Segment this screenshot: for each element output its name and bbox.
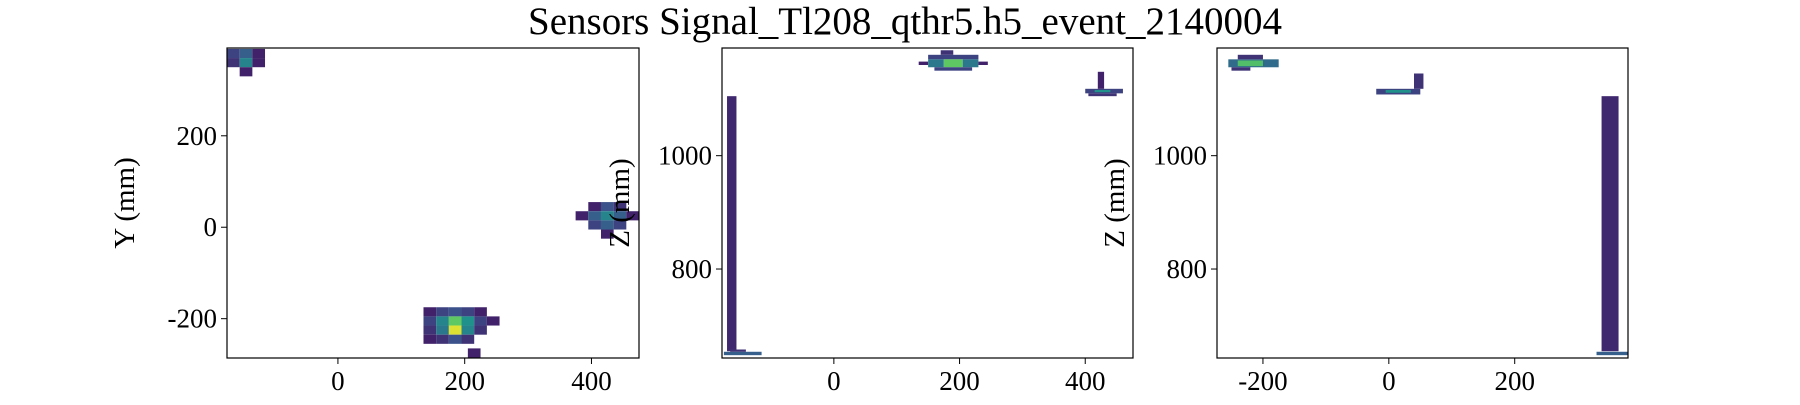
- x-tick-label: 0: [827, 366, 841, 396]
- heatmap-cell: [239, 58, 253, 68]
- y-tick-label: 1000: [658, 141, 712, 171]
- heatmap-cell: [727, 96, 737, 352]
- heatmap-cell: [252, 48, 266, 59]
- y-tick-label: 800: [1167, 254, 1208, 284]
- x-tick-label: 0: [331, 366, 345, 396]
- y-axis-label: Z (mm): [604, 158, 636, 247]
- heatmap-cell: [600, 220, 614, 230]
- heatmap-cell: [613, 220, 627, 230]
- heatmap-cell: [600, 229, 614, 239]
- heatmap-cell: [252, 58, 266, 68]
- heatmap-cell: [575, 211, 589, 221]
- heatmap-cell: [461, 334, 475, 344]
- heatmap-cell: [227, 58, 240, 68]
- heatmap-cell: [588, 220, 601, 230]
- y-axis-label: Y (mm): [109, 157, 141, 249]
- heatmap-cell: [1231, 67, 1251, 71]
- heatmap-cell: [227, 48, 240, 59]
- heatmap-cell: [626, 211, 639, 221]
- heatmap-cell: [239, 48, 253, 59]
- heatmap-cell: [978, 61, 988, 66]
- heatmap-cell: [423, 334, 437, 344]
- heatmap-cell: [1097, 71, 1105, 89]
- axes-frame: [226, 47, 640, 359]
- heatmap-cell: [1237, 54, 1263, 60]
- plot-area: [1228, 54, 1628, 356]
- heatmap-cell: [461, 316, 475, 326]
- x-tick-label: 200: [1494, 366, 1535, 396]
- x-tick-label: 200: [444, 366, 485, 396]
- heatmap-cell: [474, 307, 487, 317]
- y-tick-label: 0: [204, 212, 218, 242]
- x-tick-label: 0: [1382, 366, 1396, 396]
- heatmap-cell: [1601, 96, 1619, 352]
- plot-area: [227, 48, 639, 358]
- axes-frame: [721, 47, 1134, 359]
- heatmap-cell: [588, 211, 601, 221]
- y-tick-label: -200: [168, 304, 218, 334]
- heatmap-cell: [461, 325, 475, 335]
- heatmap-cell: [918, 61, 929, 66]
- heatmap-cell: [940, 50, 954, 55]
- figure-title: Sensors Signal_Tl208_qthr5.h5_event_2140…: [528, 0, 1282, 43]
- x-tick-label: 200: [939, 366, 980, 396]
- heatmap-cell: [436, 334, 449, 344]
- heatmap-cell: [1094, 89, 1111, 93]
- heatmap-cell: [1237, 60, 1263, 67]
- heatmap-cell: [474, 316, 487, 326]
- heatmap-cell: [730, 349, 746, 352]
- heatmap-cell: [448, 316, 462, 326]
- heatmap-cell: [928, 59, 944, 68]
- heatmap-cell: [423, 325, 437, 335]
- plot-area: [723, 50, 1123, 356]
- axes-frame: [1216, 47, 1629, 359]
- heatmap-cell: [600, 211, 614, 221]
- x-tick-label: 400: [571, 366, 612, 396]
- heatmap-cell: [934, 67, 973, 71]
- heatmap-cell: [1385, 89, 1411, 93]
- y-tick-label: 800: [672, 254, 713, 284]
- heatmap-cell: [461, 307, 475, 317]
- heatmap-cell: [436, 307, 449, 317]
- y-tick-label: 200: [177, 121, 218, 151]
- heatmap-cell: [613, 202, 627, 212]
- heatmap-cell: [928, 54, 979, 60]
- heatmap-cell: [239, 67, 253, 77]
- heatmap-cell: [613, 211, 627, 221]
- y-tick-label: 1000: [1153, 141, 1207, 171]
- heatmap-cell: [1414, 73, 1424, 89]
- heatmap-cell: [467, 348, 481, 358]
- heatmap-cell: [1088, 93, 1117, 97]
- heatmap-cell: [943, 59, 963, 68]
- heatmap-cell: [474, 325, 487, 335]
- heatmap-cell: [723, 351, 762, 356]
- heatmap-cell: [588, 202, 601, 212]
- x-tick-label: -200: [1238, 366, 1288, 396]
- heatmap-cell: [600, 202, 614, 212]
- heatmap-cell: [448, 334, 462, 344]
- heatmap-cell: [423, 316, 437, 326]
- heatmap-cell: [448, 307, 462, 317]
- heatmap-cell: [436, 325, 449, 335]
- heatmap-cell: [423, 307, 437, 317]
- heatmap-cell: [486, 316, 500, 326]
- y-axis-label: Z (mm): [1099, 158, 1131, 247]
- heatmap-cell: [962, 59, 979, 68]
- heatmap-cell: [1596, 351, 1628, 356]
- heatmap-cell: [448, 325, 462, 335]
- x-tick-label: 400: [1065, 366, 1106, 396]
- heatmap-cell: [436, 316, 449, 326]
